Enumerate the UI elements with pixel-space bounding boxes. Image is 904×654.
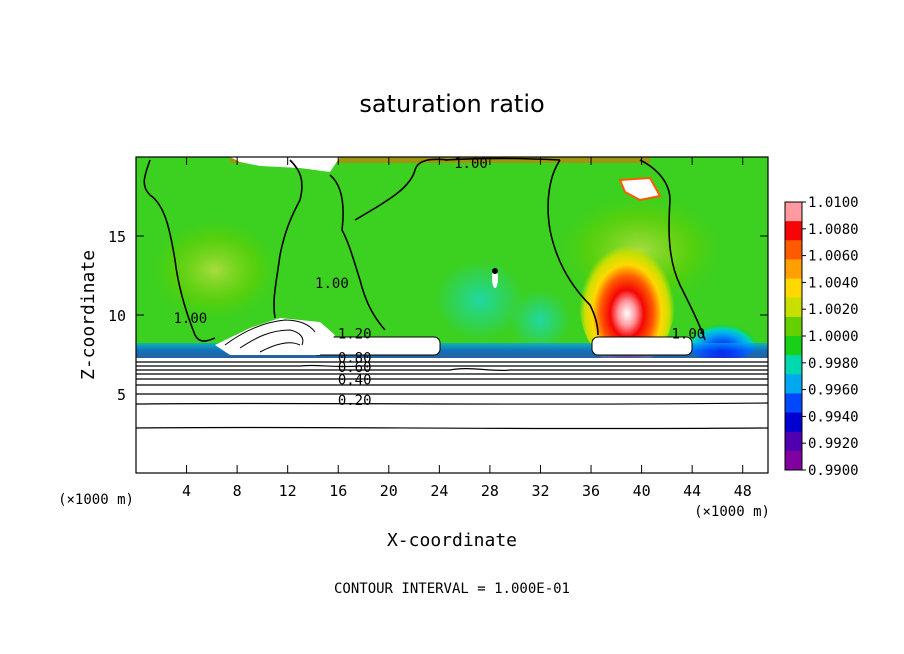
cloud-patch-left	[215, 318, 335, 355]
updraft-marker-dot	[492, 268, 498, 274]
x-tick-label: 8	[233, 482, 242, 500]
cloud-contour	[239, 329, 304, 349]
isoline	[136, 402, 768, 405]
colorbar-swatch	[785, 355, 802, 375]
isoline	[136, 367, 768, 372]
plot-area: 1.00 1.00 1.00 1.00 1.20 0.800.600.40 0.20	[136, 156, 768, 473]
colorbar-swatch	[785, 297, 802, 318]
contour-label: 0.80	[338, 350, 372, 366]
cyan-region-mid	[510, 290, 570, 350]
contour-line	[329, 174, 386, 331]
colorbar-label: 0.9960	[808, 383, 859, 399]
colorbar-swatch	[785, 202, 802, 222]
contour-label-layer: 1.00 1.00 1.00 1.00 1.20 0.800.600.40 0.20	[173, 156, 706, 409]
contour-lines	[143, 157, 706, 342]
colorbar-label: 1.0100	[808, 195, 859, 211]
contour-line	[639, 159, 706, 341]
colorbar-swatch	[785, 431, 802, 452]
x-tick-label: 12	[279, 482, 297, 500]
x-axis: 4 8 12 16 20 24 28 32 36 40 44 48	[182, 157, 752, 500]
y-tick-label: 5	[117, 386, 126, 404]
colorbar-swatch	[785, 278, 802, 299]
subsaturated-contours	[136, 361, 768, 430]
cloud-contour	[259, 342, 301, 353]
isoline	[136, 426, 768, 430]
colorbar-label: 1.0000	[808, 329, 859, 345]
cloud-interior-contours	[224, 319, 316, 353]
colorbar-swatch	[785, 393, 802, 414]
contour-label: 1.20	[338, 327, 372, 343]
y-tick-label: 10	[108, 307, 126, 325]
contour-line	[143, 159, 216, 342]
cyan-region-center	[435, 260, 525, 340]
x-tick-label: 28	[481, 482, 499, 500]
contour-label: 0.20	[338, 393, 372, 409]
contour-label: 1.00	[173, 311, 207, 327]
x-unit-label: (×1000 m)	[694, 504, 770, 520]
contour-label: 1.00	[454, 156, 488, 172]
cloud-slab-right	[591, 336, 693, 356]
contour-label: 0.60	[338, 360, 372, 376]
colorbar-label: 0.9940	[808, 409, 859, 425]
subsaturated-base	[136, 358, 768, 473]
colorbar-swatch	[785, 412, 802, 433]
colorbar-label: 0.9900	[808, 463, 859, 479]
colorbar-label: 1.0040	[808, 275, 859, 291]
colorbar-swatch	[785, 374, 802, 394]
x-tick-label: 40	[633, 482, 651, 500]
colorbar-swatch	[785, 259, 802, 280]
y-axis-label: Z-coordinate	[78, 250, 99, 380]
x-tick-label: 32	[531, 482, 549, 500]
x-tick-label: 48	[734, 482, 752, 500]
chart-title: saturation ratio	[359, 90, 544, 118]
cloud-contour	[224, 319, 316, 346]
x-tick-label: 16	[329, 482, 347, 500]
x-axis-label: X-coordinate	[387, 530, 517, 551]
contour-label: 1.00	[315, 276, 349, 292]
colorbar-label: 1.0020	[808, 302, 859, 318]
colorbar-label: 0.9920	[808, 436, 859, 452]
top-white-right	[618, 176, 662, 202]
colorbar-label: 1.0080	[808, 222, 859, 238]
contour-line	[547, 159, 599, 336]
contour-line	[444, 157, 561, 161]
colorbar-label: 0.9980	[808, 356, 859, 372]
y-tick-label: 15	[108, 228, 126, 246]
contour-line	[354, 158, 449, 221]
colorbar: 1.0100 1.0080 1.0060 1.0040 1.0020 1.0000 0.99…	[784, 195, 859, 479]
x-tick-label: 4	[182, 482, 191, 500]
colorbar-swatch	[785, 240, 802, 260]
contour-label: 1.00	[672, 327, 706, 343]
pale-region-left	[145, 215, 285, 325]
y-axis: 5 10 15	[108, 228, 768, 404]
contour-interval-note: CONTOUR INTERVAL = 1.000E-01	[334, 581, 570, 597]
contour-label: 0.40	[338, 373, 372, 389]
top-white-left	[230, 157, 340, 172]
isoline	[136, 364, 768, 368]
colorbar-label: 1.0060	[808, 249, 859, 265]
x-tick-label: 44	[683, 482, 701, 500]
x-tick-label: 24	[430, 482, 448, 500]
colorbar-swatch	[785, 316, 802, 337]
supersaturated-core	[579, 232, 675, 368]
colorbar-swatch	[785, 336, 802, 356]
contour-line	[273, 159, 303, 319]
x-tick-label: 36	[582, 482, 600, 500]
x-tick-label: 20	[380, 482, 398, 500]
colorbar-swatch	[785, 450, 802, 471]
colorbar-swatch	[785, 221, 802, 241]
y-unit-label: (×1000 m)	[58, 492, 134, 508]
